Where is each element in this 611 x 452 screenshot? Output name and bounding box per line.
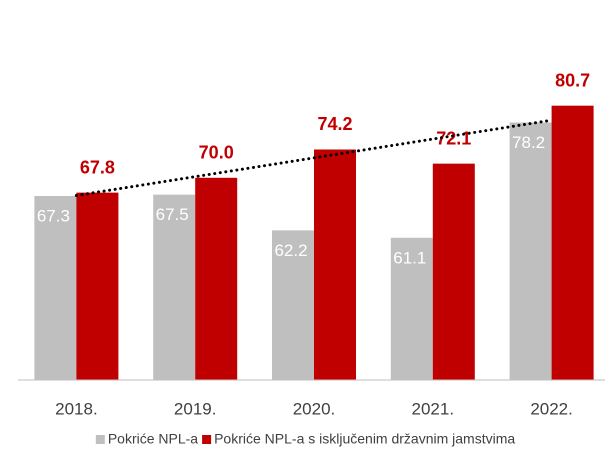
x-tick-label: 2021. (412, 399, 455, 418)
data-label: 70.0 (199, 143, 234, 163)
bar (314, 149, 356, 380)
data-label: 78.2 (512, 133, 545, 152)
bar (390, 237, 433, 380)
bar (432, 163, 475, 380)
data-label: 74.2 (317, 114, 352, 134)
x-tick-label: 2020. (293, 399, 336, 418)
data-label: 67.8 (80, 157, 115, 177)
data-label: 67.5 (156, 205, 189, 224)
bar (76, 192, 119, 380)
legend-label: Pokriće NPL-a (108, 431, 198, 447)
data-label: 80.7 (555, 70, 590, 90)
bar (551, 105, 594, 380)
bar (272, 230, 314, 380)
bar (195, 177, 238, 380)
bar (153, 194, 196, 380)
data-label: 67.3 (37, 206, 70, 225)
x-tick-label: 2018. (55, 399, 98, 418)
data-label: 62.2 (274, 241, 307, 260)
legend-swatch (95, 435, 105, 444)
legend-label: Pokriće NPL-a s isključenim državnim jam… (214, 431, 515, 447)
x-tick-label: 2019. (174, 399, 217, 418)
trendline (74, 118, 554, 197)
bar (34, 195, 77, 380)
data-label: 61.1 (393, 248, 426, 267)
bar (509, 122, 552, 381)
x-tick-label: 2022. (530, 399, 573, 418)
legend-swatch (202, 435, 212, 444)
